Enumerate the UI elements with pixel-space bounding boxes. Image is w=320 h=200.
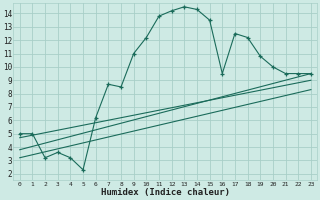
X-axis label: Humidex (Indice chaleur): Humidex (Indice chaleur)	[101, 188, 230, 197]
